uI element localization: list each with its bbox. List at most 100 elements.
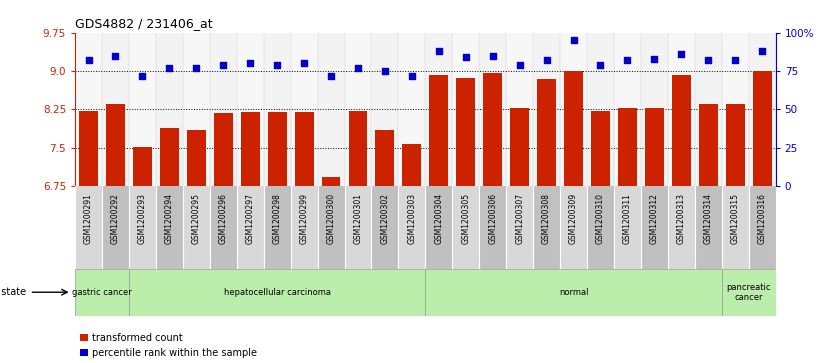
Bar [480, 33, 506, 186]
Point [405, 73, 419, 78]
Bar [344, 186, 371, 269]
Point [729, 57, 742, 63]
Text: GSM1200301: GSM1200301 [354, 193, 363, 244]
Point [136, 73, 149, 78]
Bar [721, 269, 776, 316]
Bar [506, 186, 533, 269]
Bar [533, 33, 560, 186]
Text: GSM1200298: GSM1200298 [273, 193, 282, 244]
Bar [560, 33, 587, 186]
Point [701, 57, 715, 63]
Bar [102, 186, 129, 269]
Bar [75, 33, 102, 186]
Bar [425, 33, 452, 186]
Bar [668, 186, 695, 269]
Bar [102, 33, 129, 186]
Bar [156, 33, 183, 186]
Bar [290, 33, 318, 186]
Point [270, 62, 284, 68]
Bar [237, 33, 264, 186]
Bar [344, 33, 371, 186]
Point [594, 62, 607, 68]
Bar [537, 79, 556, 186]
Bar [668, 33, 695, 186]
Bar [264, 186, 290, 269]
Point [756, 48, 769, 54]
Bar [160, 128, 178, 186]
Bar [560, 186, 587, 269]
Point [244, 60, 257, 66]
Text: GSM1200303: GSM1200303 [407, 193, 416, 244]
Text: GSM1200296: GSM1200296 [219, 193, 228, 244]
Bar [264, 33, 290, 186]
Text: normal: normal [559, 288, 588, 297]
Bar [749, 33, 776, 186]
Bar [79, 111, 98, 186]
Point [217, 62, 230, 68]
Bar [618, 108, 637, 186]
Bar [268, 112, 287, 186]
Bar [699, 104, 718, 186]
Bar [726, 104, 745, 186]
Text: GSM1200304: GSM1200304 [435, 193, 444, 244]
Bar [753, 71, 771, 186]
Bar [430, 74, 448, 186]
Bar [645, 108, 664, 186]
Bar [237, 186, 264, 269]
Bar [641, 186, 668, 269]
Bar [456, 78, 475, 186]
Point [620, 57, 634, 63]
Bar [371, 186, 399, 269]
Point [82, 57, 95, 63]
Text: GSM1200297: GSM1200297 [246, 193, 254, 244]
Bar [183, 33, 210, 186]
Bar [452, 33, 480, 186]
Bar [290, 186, 318, 269]
Bar [695, 33, 721, 186]
Bar [214, 113, 233, 186]
Text: GSM1200291: GSM1200291 [84, 193, 93, 244]
Bar [614, 186, 641, 269]
Bar [483, 73, 502, 186]
Bar [129, 33, 156, 186]
Bar [425, 186, 452, 269]
Point [540, 57, 553, 63]
Point [459, 54, 472, 60]
Bar [210, 33, 237, 186]
Text: GSM1200292: GSM1200292 [111, 193, 120, 244]
Text: hepatocellular carcinoma: hepatocellular carcinoma [224, 288, 330, 297]
Text: GSM1200308: GSM1200308 [542, 193, 551, 244]
Point [432, 48, 445, 54]
Bar [614, 33, 641, 186]
Text: GSM1200313: GSM1200313 [677, 193, 686, 244]
Bar [403, 144, 421, 186]
Bar [318, 33, 344, 186]
Bar [210, 186, 237, 269]
Bar [506, 33, 533, 186]
Bar [425, 269, 721, 316]
Text: GSM1200300: GSM1200300 [327, 193, 335, 244]
Bar [318, 186, 344, 269]
Text: disease state: disease state [0, 287, 26, 297]
Bar [533, 186, 560, 269]
Bar [399, 186, 425, 269]
Text: GSM1200302: GSM1200302 [380, 193, 389, 244]
Bar [187, 130, 206, 186]
Text: pancreatic
cancer: pancreatic cancer [726, 282, 771, 302]
Text: GSM1200307: GSM1200307 [515, 193, 524, 244]
Bar [587, 33, 614, 186]
Point [163, 65, 176, 71]
Bar [371, 33, 399, 186]
Point [379, 68, 392, 74]
Bar [375, 130, 394, 186]
Bar [721, 186, 749, 269]
Text: GSM1200295: GSM1200295 [192, 193, 201, 244]
Bar [672, 75, 691, 186]
Bar [510, 108, 529, 186]
Bar [75, 186, 102, 269]
Bar [749, 186, 776, 269]
Point [351, 65, 364, 71]
Point [486, 53, 500, 58]
Point [567, 37, 580, 43]
Bar [695, 186, 721, 269]
